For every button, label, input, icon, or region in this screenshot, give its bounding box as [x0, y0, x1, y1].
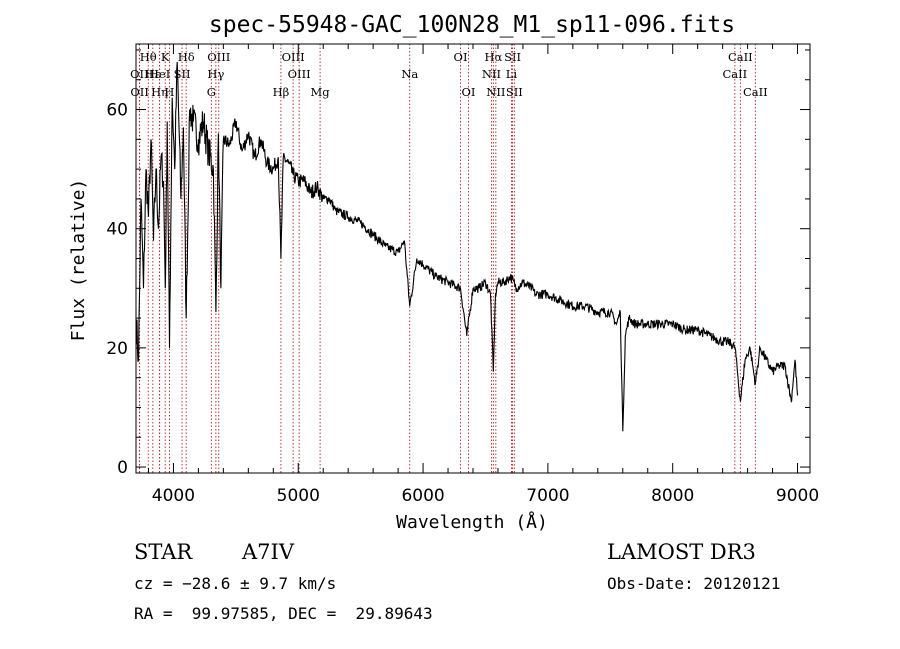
x-tick-label: 6000 — [401, 486, 444, 506]
y-tick-label: 20 — [106, 339, 128, 359]
x-tick-label: 7000 — [526, 486, 569, 506]
line-label: CaII — [728, 50, 753, 64]
y-tick-label: 0 — [117, 458, 128, 478]
line-label: OII — [130, 67, 149, 81]
line-label: Hε — [145, 67, 161, 81]
line-label: HeI — [149, 67, 170, 81]
x-axis-label: Wavelength (Å) — [396, 511, 548, 533]
x-tick-label: 9000 — [776, 486, 819, 506]
line-label: G — [207, 85, 216, 99]
line-label: Li — [506, 67, 518, 81]
x-tick-label: 8000 — [651, 486, 694, 506]
observation-date: Obs-Date: 20120121 — [607, 574, 781, 593]
object-subclass: A7IV — [242, 540, 294, 564]
line-label: Hθ — [140, 50, 157, 64]
y-tick-label: 60 — [106, 101, 128, 121]
line-label: NII — [486, 85, 505, 99]
line-label: OI — [462, 85, 476, 99]
y-tick-label: 40 — [106, 220, 128, 240]
line-label: Hγ — [207, 67, 224, 81]
line-label: OIII — [282, 50, 305, 64]
line-label: Mg — [311, 85, 331, 99]
line-label: OIII — [207, 50, 230, 64]
line-label: OIII — [288, 67, 311, 81]
line-label: Hη — [151, 85, 168, 99]
object-class: STAR — [134, 540, 193, 564]
plot-frame — [135, 43, 811, 474]
line-label: SII — [506, 85, 523, 99]
y-axis-label: Flux (relative) — [68, 179, 89, 342]
line-label: OI — [454, 50, 468, 64]
spectrum-line — [135, 61, 799, 432]
axis-ticks: 4000 5000 6000 7000 8000 9000 0 20 40 60 — [106, 44, 819, 506]
line-label: SII — [504, 50, 521, 64]
line-label: Hδ — [178, 50, 195, 64]
line-label: CaII — [743, 85, 768, 99]
x-tick-label: 5000 — [277, 486, 320, 506]
x-tick-label: 4000 — [152, 486, 195, 506]
chart-title: spec-55948-GAC_100N28_M1_sp11-096.fits — [209, 12, 735, 38]
line-label: H — [164, 85, 174, 99]
line-label: K — [161, 50, 170, 64]
line-label: CaII — [722, 67, 747, 81]
redshift-velocity: cz = −28.6 ± 9.7 km/s — [134, 574, 337, 593]
survey-name: LAMOST DR3 — [607, 540, 756, 564]
line-label: OII — [130, 85, 149, 99]
line-label: Na — [401, 67, 418, 81]
line-label: Hα — [484, 50, 502, 64]
line-label: Hβ — [273, 85, 290, 99]
line-label: NII — [482, 67, 501, 81]
coordinates: RA = 99.97585, DEC = 29.89643 — [134, 604, 433, 623]
